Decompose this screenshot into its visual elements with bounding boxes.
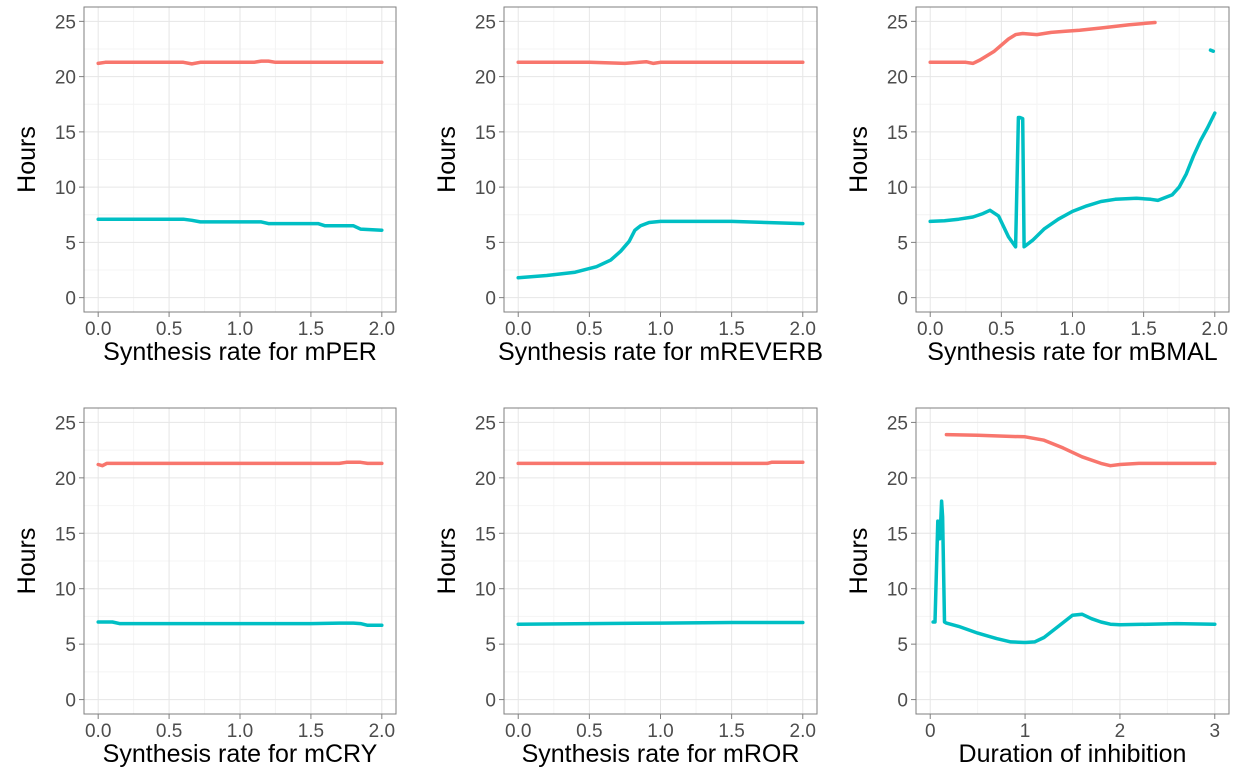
y-axis-title: Hours [845, 126, 873, 193]
y-tick-label: 20 [887, 68, 908, 89]
y-tick-label: 25 [887, 12, 908, 33]
x-tick-label: 2.0 [1202, 319, 1228, 340]
y-tick-label: 15 [475, 524, 496, 545]
series-line-1 [96, 460, 384, 468]
series-line-1 [516, 460, 805, 466]
x-tick-label: 1 [1020, 721, 1031, 742]
x-tick-label: 1.0 [227, 319, 253, 340]
panel-border [915, 407, 1230, 715]
y-tick-label: 0 [65, 289, 76, 310]
x-tick-label: 1.5 [718, 319, 744, 340]
x-axis-title: Synthesis rate for mBMAL [927, 338, 1217, 366]
x-tick-label: 0.0 [505, 319, 531, 340]
x-tick-label: 0 [925, 721, 936, 742]
x-tick-label: 2.0 [369, 721, 395, 742]
x-tick-label: 0.0 [917, 319, 943, 340]
y-tick-label: 20 [475, 68, 496, 89]
x-tick-label: 2 [1115, 721, 1126, 742]
x-tick-label: 0.5 [576, 319, 602, 340]
y-axis-title: Hours [845, 528, 873, 595]
x-tick-label: 0.0 [505, 721, 531, 742]
x-axis-title: Synthesis rate for mROR [522, 740, 800, 768]
y-tick-label: 20 [55, 68, 76, 89]
y-tick-label: 25 [475, 12, 496, 33]
y-tick-label: 10 [887, 178, 908, 199]
y-tick-label: 10 [55, 580, 76, 601]
y-axis-title: Hours [433, 126, 461, 193]
y-tick-label: 15 [887, 524, 908, 545]
x-tick-label: 2.0 [790, 319, 816, 340]
series-line-2 [931, 499, 1217, 645]
x-tick-label: 1.5 [298, 721, 324, 742]
y-tick-label: 0 [485, 289, 496, 310]
y-tick-label: 20 [887, 469, 908, 490]
y-tick-label: 15 [887, 123, 908, 144]
series-line-2 [516, 219, 805, 280]
x-tick-label: 0.5 [988, 319, 1014, 340]
x-axis-title: Synthesis rate for mREVERB [498, 338, 823, 366]
x-axis-title: Synthesis rate for mCRY [103, 740, 378, 768]
series-line-1 [96, 59, 384, 66]
x-tick-label: 1.0 [1059, 319, 1085, 340]
x-tick-label: 3 [1209, 721, 1220, 742]
y-tick-label: 25 [887, 413, 908, 434]
x-tick-label: 1.0 [647, 319, 673, 340]
y-axis-title: Hours [13, 126, 41, 193]
y-tick-label: 25 [55, 413, 76, 434]
series-line-3 [928, 111, 1217, 249]
x-tick-label: 0.5 [576, 721, 602, 742]
chart-panel-6: 0 5 10 15 20 25 0 1 2 3 Duration of inhibition Hour… [845, 407, 1230, 768]
x-tick-label: 1.5 [298, 319, 324, 340]
y-tick-label: 10 [887, 580, 908, 601]
y-tick-label: 5 [897, 233, 908, 254]
x-tick-label: 2.0 [369, 319, 395, 340]
x-tick-label: 1.0 [227, 721, 253, 742]
x-tick-label: 1.0 [647, 721, 673, 742]
y-tick-label: 25 [475, 413, 496, 434]
y-tick-label: 5 [485, 233, 496, 254]
x-tick-label: 2.0 [790, 721, 816, 742]
y-axis-title: Hours [13, 528, 41, 595]
x-tick-label: 1.5 [718, 721, 744, 742]
y-tick-label: 25 [55, 12, 76, 33]
series-line-1 [516, 59, 805, 66]
x-tick-label: 0.5 [156, 319, 182, 340]
x-tick-label: 0.0 [85, 721, 111, 742]
y-tick-label: 20 [475, 469, 496, 490]
y-tick-label: 0 [65, 691, 76, 712]
y-tick-label: 5 [65, 635, 76, 656]
x-tick-label: 0.0 [85, 319, 111, 340]
series-line-1 [928, 20, 1157, 66]
y-tick-label: 5 [485, 635, 496, 656]
y-tick-label: 0 [485, 691, 496, 712]
x-axis-title: Synthesis rate for mPER [103, 338, 377, 366]
series-line-2 [1208, 48, 1216, 53]
series-line-1 [944, 432, 1217, 468]
y-tick-label: 5 [65, 233, 76, 254]
series-line-2 [516, 620, 805, 626]
y-tick-label: 10 [475, 580, 496, 601]
y-tick-label: 5 [897, 635, 908, 656]
y-axis-title: Hours [433, 528, 461, 595]
y-tick-label: 10 [55, 178, 76, 199]
y-tick-label: 15 [55, 524, 76, 545]
y-tick-label: 15 [475, 123, 496, 144]
y-tick-label: 0 [897, 691, 908, 712]
x-axis-title: Duration of inhibition [959, 740, 1187, 768]
series-line-2 [96, 620, 384, 628]
x-tick-label: 1.5 [1130, 319, 1156, 340]
y-tick-label: 20 [55, 469, 76, 490]
x-tick-label: 0.5 [156, 721, 182, 742]
y-tick-label: 0 [897, 289, 908, 310]
y-tick-label: 15 [55, 123, 76, 144]
y-tick-label: 10 [475, 178, 496, 199]
series-line-2 [96, 217, 384, 232]
